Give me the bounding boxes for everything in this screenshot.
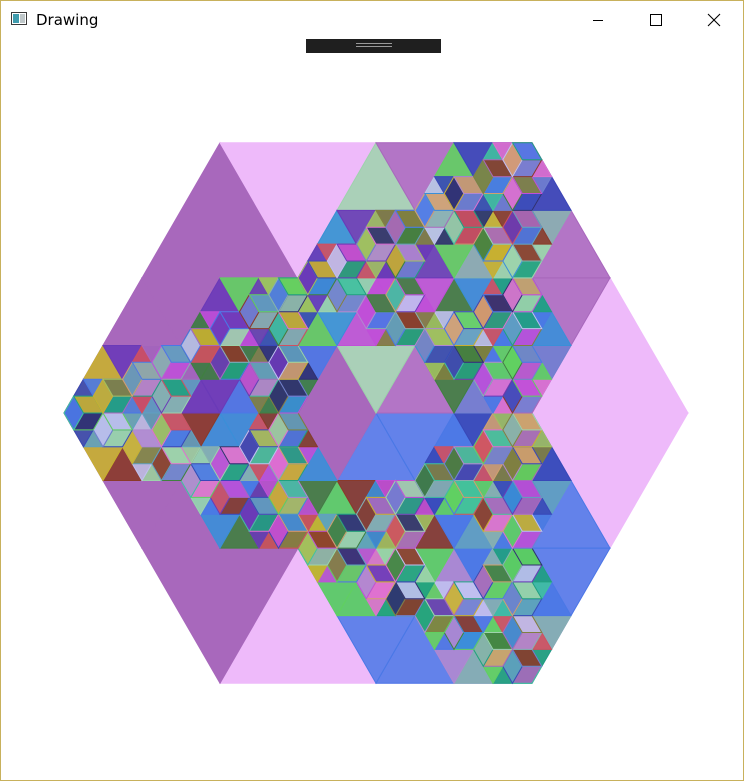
title-bar[interactable]: Drawing bbox=[1, 1, 743, 39]
toolbar-drag-handle[interactable] bbox=[306, 39, 441, 53]
minimize-button[interactable] bbox=[569, 1, 627, 39]
close-button[interactable] bbox=[685, 1, 743, 39]
grip-line bbox=[356, 43, 392, 44]
rhombus-tile bbox=[511, 142, 543, 161]
grip-line bbox=[356, 46, 392, 47]
minimize-icon bbox=[593, 20, 603, 21]
window-title: Drawing bbox=[36, 11, 99, 29]
maximize-button[interactable] bbox=[627, 1, 685, 39]
maximize-icon bbox=[650, 14, 662, 26]
app-window-icon bbox=[11, 12, 27, 25]
drawing-canvas[interactable] bbox=[1, 53, 743, 780]
close-icon bbox=[707, 13, 721, 27]
